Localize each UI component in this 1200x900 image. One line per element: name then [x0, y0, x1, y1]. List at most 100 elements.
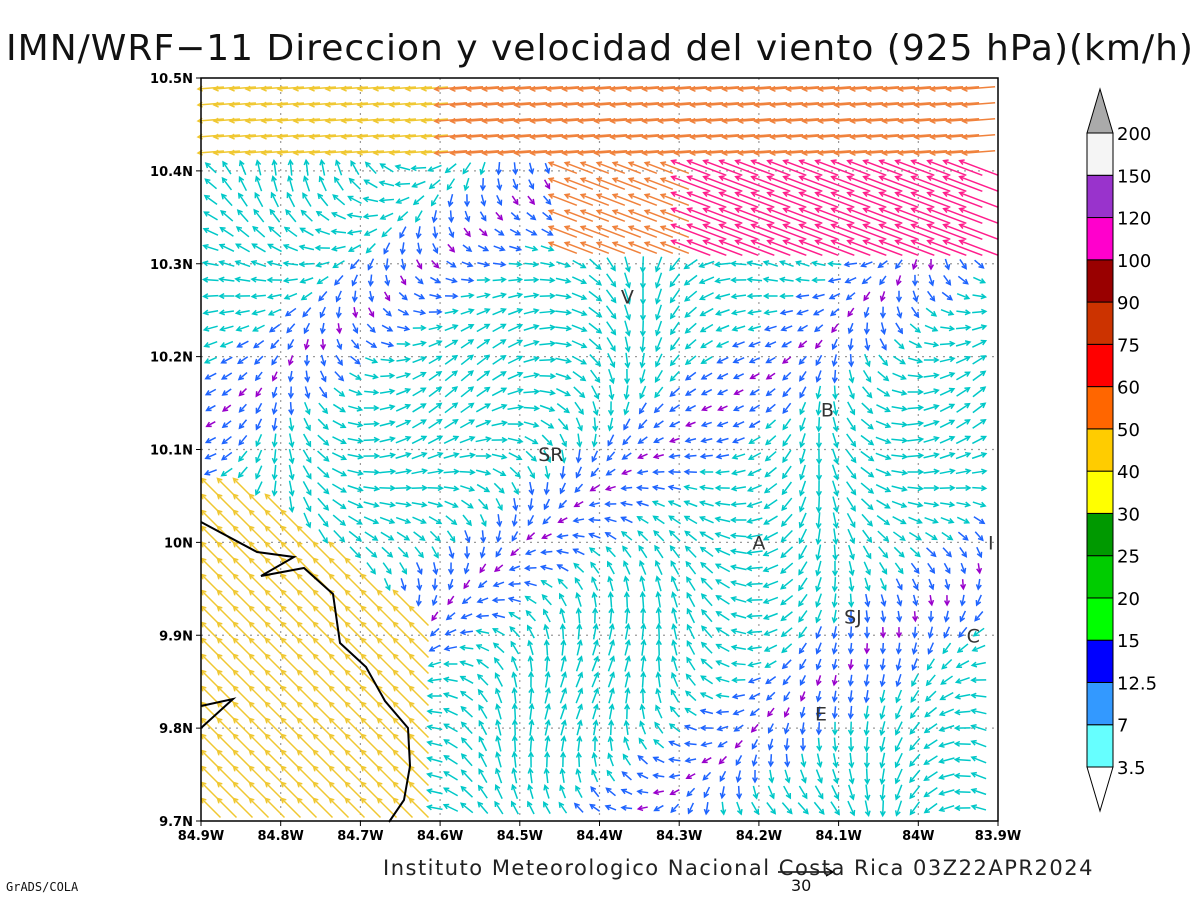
wind-arrow: [252, 243, 266, 253]
wind-arrow: [971, 470, 987, 474]
legend-swatch: [1086, 259, 1114, 303]
wind-arrow: [907, 422, 923, 426]
wind-arrow: [365, 357, 377, 363]
wind-arrow: [526, 549, 536, 555]
wind-arrowhead: [783, 711, 790, 718]
wind-arrow: [444, 419, 458, 429]
wind-arrowhead: [684, 311, 691, 318]
wind-arrow: [783, 223, 823, 241]
wind-arrow: [923, 374, 939, 378]
wind-arrowhead: [363, 179, 370, 185]
wind-arrow: [767, 239, 807, 257]
wind-arrow: [815, 593, 823, 607]
wind-arrow: [363, 438, 379, 442]
wind-arrow: [466, 85, 500, 91]
wind-arrow: [590, 467, 600, 477]
wind-arrow: [701, 356, 713, 364]
wind-arrowhead: [300, 294, 307, 301]
wind-arrow: [833, 609, 837, 623]
wind-arrowhead: [388, 518, 396, 525]
wind-arrowhead: [540, 549, 547, 556]
wind-arrowhead: [763, 519, 770, 525]
wind-arrowhead: [392, 797, 399, 804]
legend-label: 40: [1117, 462, 1140, 483]
wind-arrow: [396, 196, 410, 204]
wind-arrow: [721, 801, 725, 815]
wind-arrowhead: [433, 85, 440, 93]
wind-arrow: [974, 610, 984, 622]
wind-arrowhead: [318, 295, 325, 302]
wind-arrowhead: [271, 175, 277, 182]
wind-arrow: [674, 85, 708, 91]
wind-arrow: [508, 293, 522, 299]
wind-arrowhead: [527, 670, 535, 678]
wind-arrowhead: [280, 573, 287, 580]
wind-arrow: [558, 499, 568, 509]
wind-arrow: [638, 453, 648, 459]
wind-arrowhead: [730, 660, 738, 667]
wind-arrowhead: [883, 375, 890, 382]
wind-arrow: [747, 533, 763, 539]
legend-label: 60: [1117, 378, 1140, 399]
wind-arrow: [911, 175, 951, 193]
wind-arrow: [624, 576, 630, 592]
wind-arrow: [850, 149, 884, 155]
wind-arrowhead: [316, 278, 323, 285]
wind-arrowhead: [593, 149, 600, 157]
wind-arrow: [612, 162, 642, 174]
wind-arrow: [781, 643, 793, 653]
wind-arrow: [898, 149, 932, 155]
wind-arrowhead: [670, 328, 676, 336]
wind-arrowhead: [524, 595, 531, 602]
wind-arrowhead: [847, 648, 854, 655]
wind-arrow: [940, 308, 954, 316]
wind-arrow: [497, 161, 501, 175]
wind-arrow: [751, 159, 791, 177]
wind-arrow: [408, 797, 430, 819]
wind-arrowhead: [420, 403, 427, 409]
wind-arrowhead: [559, 607, 566, 615]
wind-arrow: [271, 355, 279, 365]
wind-arrow: [621, 806, 633, 810]
wind-arrowhead: [328, 765, 335, 772]
wind-arrowhead: [833, 490, 840, 497]
wind-arrow: [494, 673, 504, 687]
wind-arrow: [959, 175, 999, 193]
wind-arrow: [815, 223, 855, 241]
wind-arrow: [480, 161, 486, 175]
wind-arrowhead: [686, 656, 692, 663]
wind-arrow: [701, 438, 713, 442]
wind-arrowhead: [785, 149, 792, 157]
wind-arrowhead: [459, 660, 466, 667]
wind-arrowhead: [946, 294, 954, 301]
wind-arrowhead: [408, 797, 415, 804]
wind-arrow: [624, 401, 630, 415]
wind-arrowhead: [533, 339, 540, 346]
wind-arrow: [509, 597, 521, 603]
wind-arrowhead: [964, 355, 972, 362]
wind-arrowhead: [910, 239, 917, 245]
wind-arrowhead: [264, 637, 271, 644]
wind-arrow: [612, 178, 642, 190]
wind-arrow: [735, 223, 775, 241]
wind-arrow: [428, 164, 442, 172]
wind-arrow: [544, 624, 550, 640]
wind-arrowhead: [670, 575, 677, 583]
wind-arrow: [369, 274, 373, 286]
wind-arrowhead: [216, 605, 223, 612]
wind-arrowhead: [815, 426, 822, 433]
wind-arrowhead: [847, 344, 854, 352]
wind-arrowhead: [465, 230, 471, 238]
wind-arrow: [925, 307, 937, 317]
wind-arrowhead: [280, 541, 287, 548]
wind-arrow: [657, 608, 661, 624]
wind-arrowhead: [879, 648, 886, 655]
wind-arrow: [204, 195, 218, 205]
wind-arrow: [529, 498, 533, 510]
wind-arrowhead: [216, 557, 223, 564]
wind-arrow: [763, 564, 779, 572]
wind-arrowhead: [547, 177, 555, 184]
wind-arrow: [862, 529, 872, 543]
wind-arrow: [749, 341, 761, 347]
wind-arrow: [939, 372, 955, 380]
